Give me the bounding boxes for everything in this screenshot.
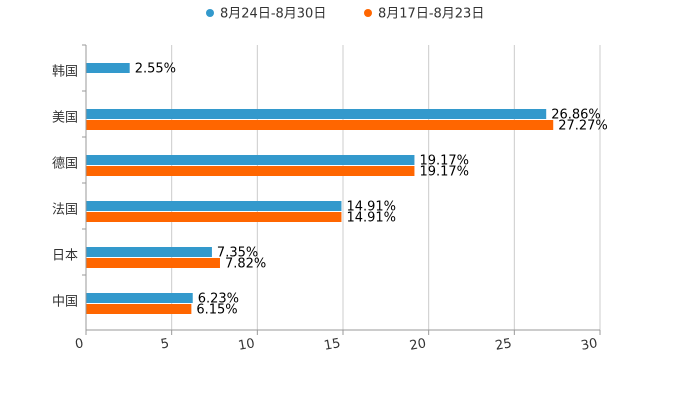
x-tick-label-25: 25 (494, 336, 513, 354)
data-label: 2.55% (135, 62, 176, 77)
data-label: 27.27% (558, 119, 608, 134)
x-tick-label-5: 5 (160, 336, 171, 352)
bar-series2[interactable] (86, 258, 220, 268)
bar-series1[interactable] (86, 109, 547, 119)
x-tick-label-20: 20 (408, 336, 427, 354)
legend-marker-icon (364, 9, 372, 17)
category-label: 美国 (52, 111, 78, 126)
legend-marker-icon (206, 9, 214, 17)
category-label: 日本 (52, 249, 78, 264)
x-tick-label-10: 10 (237, 336, 256, 354)
data-label: 14.91% (346, 211, 396, 226)
category-label: 中国 (52, 295, 78, 310)
data-label: 14.91% (346, 200, 396, 215)
bar-series1[interactable] (86, 201, 342, 211)
bar-series1[interactable] (86, 293, 193, 303)
grid-layer (171, 45, 601, 330)
bar-series2[interactable] (86, 120, 554, 130)
category-label: 法国 (52, 203, 78, 218)
x-tick-label-15: 15 (323, 336, 342, 354)
bar-series2[interactable] (86, 304, 192, 314)
x-tick-label-0: 0 (74, 336, 85, 352)
category-label: 德国 (52, 157, 78, 172)
labels-layer: 2.55% 26.86%27.27% 19.17%19.17% 14.91%14.91… (135, 62, 608, 318)
bar-series1[interactable] (86, 155, 415, 165)
legend-label: 8月24日-8月30日 (220, 7, 326, 22)
bars-layer (86, 63, 554, 314)
data-label: 6.15% (196, 303, 237, 318)
bar-series2[interactable] (86, 212, 342, 222)
data-label: 26.86% (551, 108, 601, 123)
data-label: 19.17% (419, 165, 469, 180)
data-label: 6.23% (198, 292, 239, 307)
legend-item-1[interactable]: 8月24日-8月30日 (206, 7, 326, 22)
x-tick-label-30: 30 (580, 336, 599, 354)
data-label: 7.82% (225, 257, 266, 272)
legend-label: 8月17日-8月23日 (378, 7, 484, 22)
legend[interactable]: 8月24日-8月30日 8月17日-8月23日 (206, 7, 484, 22)
legend-item-2[interactable]: 8月17日-8月23日 (364, 7, 484, 22)
bar-series1[interactable] (86, 247, 212, 257)
bar-series1[interactable] (86, 63, 130, 73)
category-label: 韩国 (52, 65, 78, 80)
data-label: 7.35% (217, 246, 258, 261)
bar-series2[interactable] (86, 166, 415, 176)
data-label: 19.17% (419, 154, 469, 169)
